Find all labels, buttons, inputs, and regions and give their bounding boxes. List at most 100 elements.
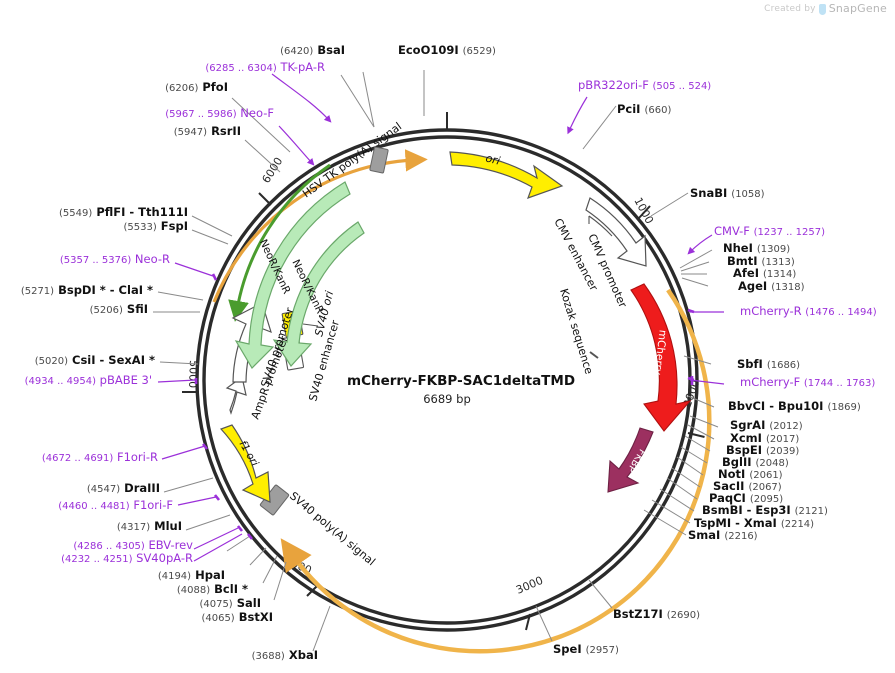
primer-name-neo-r: Neo-R — [134, 252, 170, 266]
primer-name-mcherry-r: mCherry-R — [740, 304, 802, 318]
enzyme-label-smai[interactable]: SmaI (2216) — [688, 529, 758, 542]
enzyme-pos-sgrai: (2012) — [769, 421, 803, 432]
enzyme-label-bspei[interactable]: BspEI (2039) — [726, 444, 799, 457]
enzyme-label-bbvci-bpu10i[interactable]: BbvCI - Bpu10I (1869) — [728, 400, 861, 413]
enzyme-label-fspi[interactable]: (5533) FspI — [40, 220, 189, 233]
primer-arc-green-neo — [228, 163, 331, 322]
enzyme-label-sgrai[interactable]: SgrAI (2012) — [730, 419, 803, 432]
primer-label-neo-f[interactable]: (5967 .. 5986) Neo-F — [80, 106, 274, 120]
enzyme-pos-ecoo109i: (6529) — [462, 46, 496, 57]
enzyme-label-sacii[interactable]: SacII (2067) — [713, 480, 782, 493]
enzyme-pos-bstxi: (4065) — [201, 613, 235, 624]
enzyme-label-noti[interactable]: NotI (2061) — [718, 468, 783, 481]
enzyme-pos-fspi: (5533) — [123, 222, 157, 233]
enzyme-name-agei: AgeI — [738, 279, 768, 293]
primer-range-neo-f: (5967 .. 5986) — [165, 109, 237, 120]
primer-name-sv40pa-r: SV40pA-R — [136, 551, 193, 565]
enzyme-label-bsai[interactable]: (6420) BsaI — [200, 43, 345, 57]
enzyme-label-draiii[interactable]: (4547) DraIII — [30, 482, 160, 495]
feature-label-hsv-tk-polya: HSV TK poly(A) signal — [300, 120, 404, 201]
primer-name-cmv-f: CMV-F — [714, 224, 750, 238]
primer-range-neo-r: (5357 .. 5376) — [59, 255, 132, 266]
enzyme-pos-bsai: (6420) — [280, 46, 314, 57]
enzyme-name-nhei: NheI — [723, 241, 753, 255]
enzyme-label-bsmbi-esp3i[interactable]: BsmBI - Esp3I (2121) — [702, 504, 828, 517]
primer-label-f1ori-r[interactable]: (4672 .. 4691) F1ori-R — [10, 450, 158, 464]
enzyme-name-bmti: BmtI — [727, 254, 758, 268]
enzyme-pos-smai: (2216) — [724, 531, 758, 542]
primer-label-sv40pa-r[interactable]: (4232 .. 4251) SV40pA-R — [40, 551, 193, 565]
plasmid-size: 6689 bp — [423, 392, 471, 406]
enzyme-label-sali[interactable]: (4075) SalI — [140, 597, 261, 610]
primer-range-mcherry-f: (1744 .. 1763) — [803, 378, 876, 389]
enzyme-label-pflfi-tth111i[interactable]: (5549) PflFI - Tth111I — [20, 205, 188, 219]
enzyme-name-rsrii: RsrII — [211, 124, 241, 138]
enzyme-label-nhei[interactable]: NheI (1309) — [723, 241, 790, 255]
enzyme-pos-pcii: (660) — [644, 105, 672, 116]
enzyme-label-bstxi[interactable]: (4065) BstXI — [150, 610, 273, 624]
enzyme-label-mlui[interactable]: (4317) MluI — [55, 520, 182, 533]
enzyme-pos-sfii: (5206) — [89, 305, 123, 316]
enzyme-name-bsai: BsaI — [317, 43, 345, 57]
primer-label-mcherry-r[interactable]: mCherry-R (1476 .. 1494) — [740, 304, 877, 318]
primer-label-f1ori-f[interactable]: (4460 .. 4481) F1ori-F — [25, 498, 173, 512]
primer-range-ebv-rev: (4286 .. 4305) — [73, 541, 145, 552]
primer-label-tk-pa-r[interactable]: (6285 .. 6304) TK-pA-R — [130, 61, 325, 74]
primer-label-cmv-f[interactable]: CMV-F (1237 .. 1257) — [714, 224, 825, 238]
primer-site-ticks — [194, 273, 695, 540]
enzyme-name-pflfi-tth111i: PflFI - Tth111I — [96, 205, 188, 219]
enzyme-label-bglii[interactable]: BglII (2048) — [722, 456, 789, 469]
enzyme-label-hpai[interactable]: (4194) HpaI — [100, 569, 225, 582]
enzyme-label-bstz17i[interactable]: BstZ17I (2690) — [613, 608, 700, 621]
enzyme-label-xcmi[interactable]: XcmI (2017) — [730, 432, 799, 445]
feature-label-mcherry: mCherry — [651, 329, 668, 375]
primer-range-f1ori-f: (4460 .. 4481) — [58, 501, 130, 512]
primer-name-mcherry-f: mCherry-F — [740, 375, 801, 389]
enzyme-name-sfii: SfiI — [126, 302, 148, 316]
primer-name-f1ori-r: F1ori-R — [116, 450, 158, 464]
primer-label-mcherry-f[interactable]: mCherry-F (1744 .. 1763) — [740, 375, 876, 389]
enzyme-label-bcli[interactable]: (4088) BclI * — [120, 583, 248, 596]
enzyme-label-tspmi-xmai[interactable]: TspMI - XmaI (2214) — [694, 517, 814, 530]
primer-name-f1ori-f: F1ori-F — [133, 498, 173, 512]
primer-label-pbabe-3[interactable]: (4934 .. 4954) pBABE 3' — [0, 374, 152, 387]
feature-label-ori: ori — [484, 152, 501, 168]
enzyme-label-rsrii[interactable]: (5947) RsrII — [100, 124, 241, 138]
enzyme-label-sbfi[interactable]: SbfI (1686) — [737, 358, 800, 371]
enzyme-pos-sacii: (2067) — [748, 482, 782, 493]
enzyme-label-spei[interactable]: SpeI (2957) — [553, 642, 619, 656]
enzyme-pos-bcli: (4088) — [176, 585, 211, 596]
enzyme-label-sfii[interactable]: (5206) SfiI — [20, 302, 148, 316]
primer-leader-lines — [157, 73, 725, 562]
tick-label-1000: 1000 — [631, 195, 656, 226]
primer-label-pbr322ori-f[interactable]: pBR322ori-F (505 .. 524) — [578, 78, 711, 92]
enzyme-label-ecoo109i[interactable]: EcoO109I (6529) — [398, 44, 496, 57]
primer-range-mcherry-r: (1476 .. 1494) — [805, 307, 877, 318]
enzyme-pos-csii-sexai: (5020) — [34, 356, 68, 367]
enzyme-label-bspdi-clai[interactable]: (5271) BspDI * - ClaI * — [5, 284, 153, 297]
feature-kozak-sequence — [589, 351, 599, 359]
plasmid-title-block: mCherry-FKBP-SAC1deltaTMD 6689 bp — [347, 373, 575, 406]
feature-label-sv40-polya: SV40 poly(A) signal — [287, 489, 378, 568]
primer-name-pbr322ori-f: pBR322ori-F — [578, 78, 649, 92]
enzyme-label-bmti[interactable]: BmtI (1313) — [727, 254, 795, 268]
enzyme-label-snabi[interactable]: SnaBI (1058) — [690, 187, 765, 200]
primer-label-ebv-rev[interactable]: (4286 .. 4305) EBV-rev — [45, 539, 193, 552]
primer-name-neo-f: Neo-F — [240, 106, 274, 120]
feature-cmv-promoter — [588, 215, 613, 237]
enzyme-label-xbai[interactable]: (3688) XbaI — [190, 649, 318, 662]
primer-label-neo-r[interactable]: (5357 .. 5376) Neo-R — [10, 252, 170, 266]
enzyme-label-pcii[interactable]: PciI (660) — [617, 103, 672, 116]
enzyme-label-agei[interactable]: AgeI (1318) — [738, 279, 805, 293]
enzyme-name-bstxi: BstXI — [238, 610, 273, 624]
enzyme-label-afei[interactable]: AfeI (1314) — [733, 267, 796, 280]
enzyme-name-spei: SpeI — [553, 642, 582, 656]
enzyme-pos-mlui: (4317) — [116, 522, 151, 533]
feature-cmv-enhancer — [585, 197, 647, 267]
enzyme-pos-xbai: (3688) — [251, 651, 285, 662]
feature-label-kozak-sequence: Kozak sequence — [557, 287, 595, 376]
enzyme-label-paqci[interactable]: PaqCI (2095) — [709, 492, 783, 505]
enzyme-label-csii-sexai[interactable]: (5020) CsiI - SexAI * — [10, 354, 155, 367]
enzyme-label-pfoi[interactable]: (6206) PfoI — [100, 81, 228, 94]
enzyme-pos-noti: (2061) — [749, 470, 783, 481]
